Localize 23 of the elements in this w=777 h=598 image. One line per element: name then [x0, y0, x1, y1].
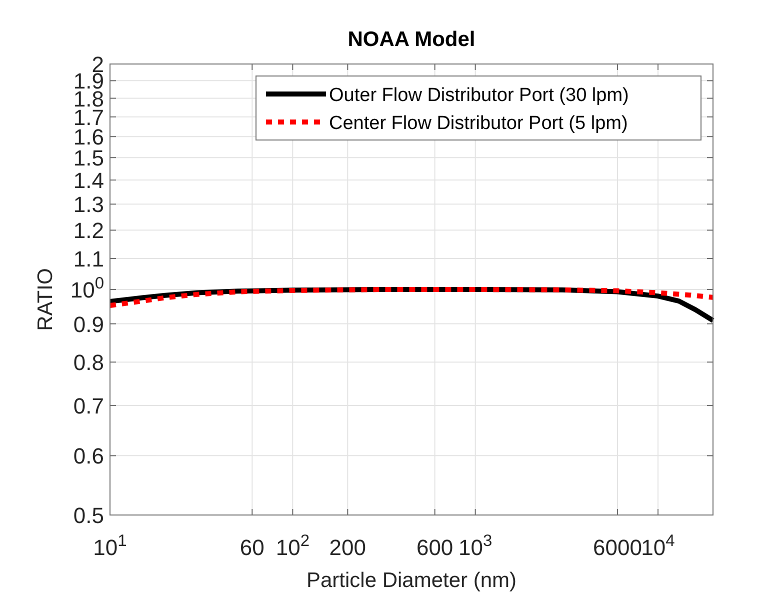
x-tick-label: 10$^{4}$: [641, 532, 675, 560]
x-tick-label: 6000: [593, 535, 642, 560]
y-tick-label: 1.4: [73, 168, 104, 194]
chart-title: NOAA Model: [348, 28, 476, 51]
x-tick-label: 200: [329, 535, 366, 560]
y-tick-label: 1.2: [73, 218, 104, 244]
y-tick-label: 0.8: [73, 350, 104, 376]
x-axis-title: Particle Diameter (nm): [306, 569, 517, 592]
y-tick-label: 1.1: [73, 246, 104, 272]
x-tick-label: 10$^{2}$: [276, 532, 310, 560]
y-axis-title: RATIO: [34, 268, 57, 331]
legend-label: Center Flow Distributor Port (5 lpm): [329, 113, 628, 134]
y-tick-label: 10$^{0}$: [70, 274, 104, 302]
x-tick-label: 10$^{3}$: [458, 532, 492, 560]
x-tick-label: 600: [416, 535, 454, 560]
y-tick-label: 0.7: [73, 394, 104, 419]
y-tick-label: 1.3: [73, 192, 104, 218]
y-tick-label: 0.5: [73, 503, 104, 528]
x-tick-label: 60: [240, 535, 264, 560]
y-tick-label: 0.6: [73, 444, 104, 469]
x-tick-label: 10$^{1}$: [93, 532, 127, 560]
y-tick-label: 0.9: [73, 312, 104, 337]
legend-label: Outer Flow Distributor Port (30 lpm): [329, 85, 629, 106]
